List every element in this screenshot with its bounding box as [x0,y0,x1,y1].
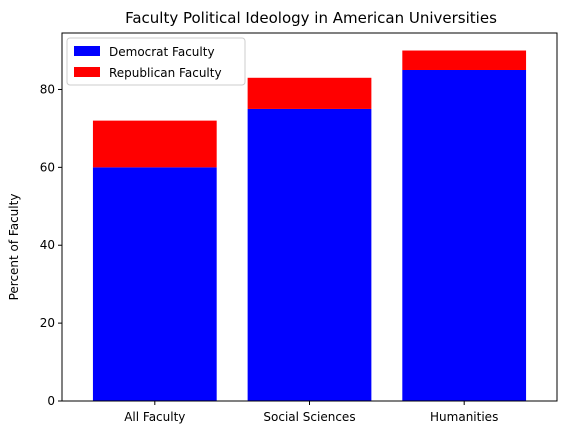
y-tick-label: 80 [40,82,55,96]
y-axis-label: Percent of Faculty [7,194,21,301]
legend-label: Republican Faculty [109,66,222,80]
bar-democrat-2 [402,69,527,402]
y-tick-label: 20 [40,316,55,330]
y-tick-label: 60 [40,160,55,174]
legend-box [66,37,246,86]
y-tick-label: 0 [47,394,55,408]
bar-republican-0 [92,120,217,168]
x-tick-label: Humanities [430,410,498,424]
bar-democrat-0 [92,167,217,401]
legend-swatch [74,46,100,56]
bar-republican-1 [247,77,372,109]
x-tick-label: Social Sciences [263,410,355,424]
bar-republican-2 [402,50,527,70]
legend-label: Democrat Faculty [109,45,215,59]
x-tick-label: All Faculty [124,410,185,424]
chart-title: Faculty Political Ideology in American U… [125,9,497,27]
y-tick-label: 40 [40,238,55,252]
bar-democrat-1 [247,108,372,401]
plot-area: 0 20 40 60 80 All Faculty Social Sciences Human… [40,32,558,424]
legend-swatch [74,67,100,77]
legend: Democrat Faculty Republican Faculty [66,37,246,86]
